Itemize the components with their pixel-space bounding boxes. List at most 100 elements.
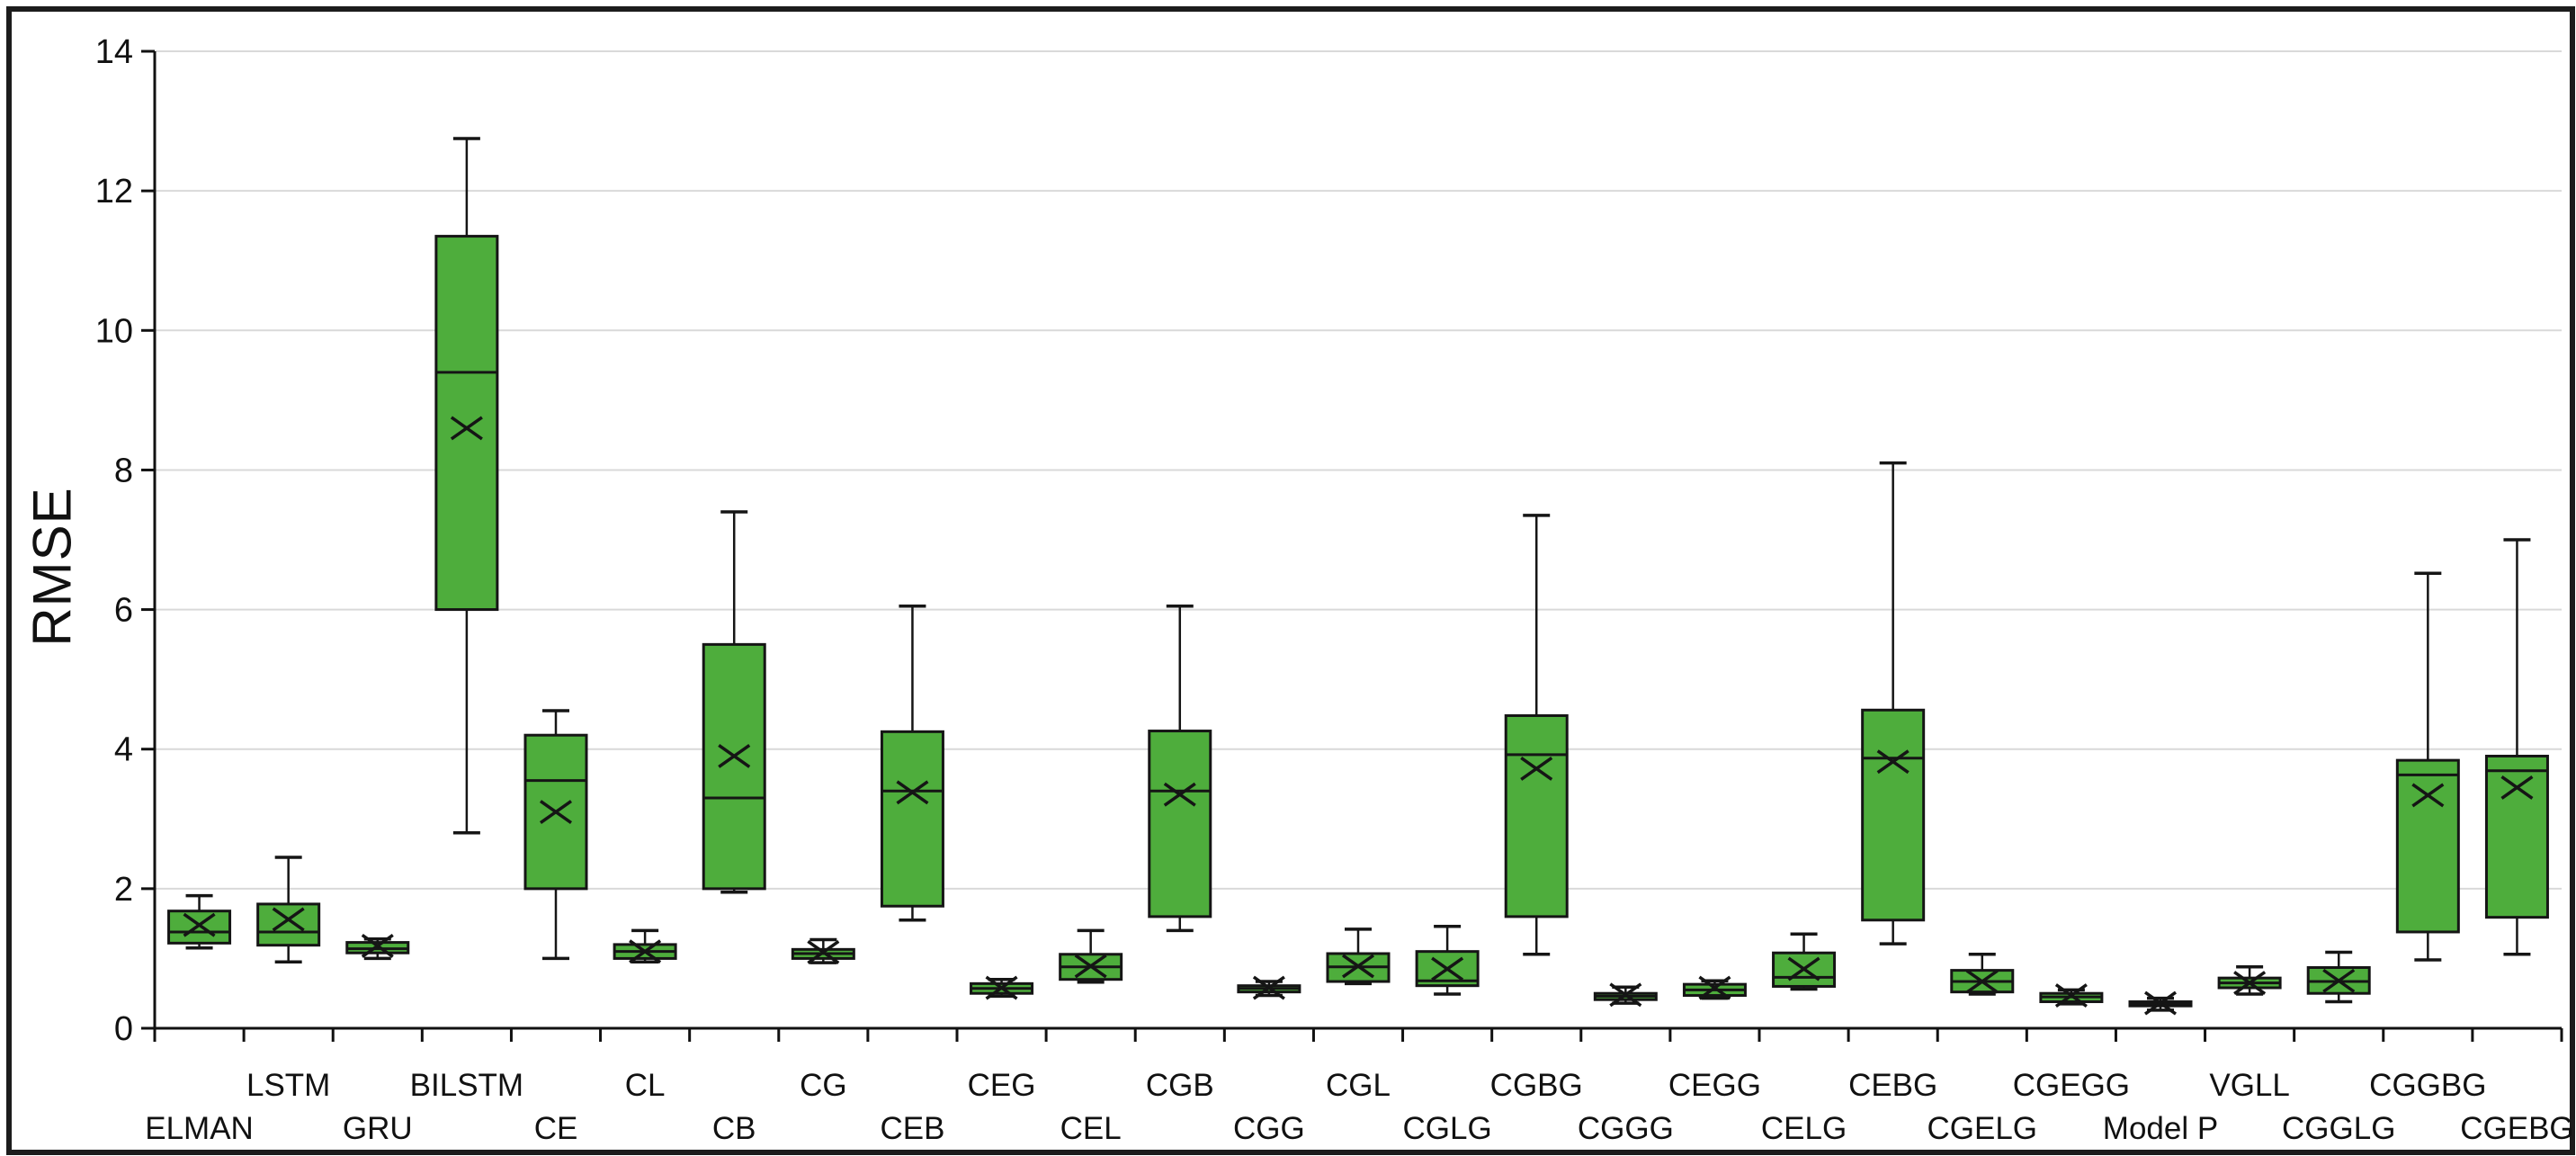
iqr-box (1861, 708, 1926, 922)
x-category-label: CGL (1326, 1068, 1391, 1103)
box-model-p (2128, 990, 2193, 1016)
box-cebg (1861, 461, 1926, 945)
iqr-box (2395, 758, 2460, 934)
box-ceb (880, 604, 944, 922)
x-category-label: CGGLG (2282, 1111, 2395, 1146)
box-ce (523, 709, 588, 961)
box-cl (613, 928, 677, 964)
box-lstm (256, 856, 321, 964)
box-cgglg (2306, 950, 2371, 1004)
iqr-box (167, 910, 232, 945)
x-category-label: Model P (2103, 1111, 2218, 1146)
box-celg (1772, 932, 1837, 991)
mean-x-marker (1163, 782, 1196, 807)
mean-x-marker (1965, 969, 1999, 994)
box-cgg (1237, 975, 1301, 1000)
mean-x-marker (272, 907, 305, 932)
mean-x-marker (1431, 956, 1464, 981)
box-cgebg (2484, 538, 2549, 956)
x-category-label: CEL (1060, 1111, 1122, 1146)
x-category-label: VGLL (2209, 1068, 2290, 1103)
figure-border (6, 6, 2575, 1155)
box-cglg (1415, 924, 1480, 996)
iqr-box (256, 902, 321, 947)
box-cggg (1593, 982, 1658, 1008)
mean-x-marker (450, 416, 483, 441)
box-vgll (2217, 964, 2282, 996)
iqr-box (434, 235, 499, 612)
x-category-label: CE (534, 1111, 578, 1146)
box-bilstm (434, 137, 499, 835)
mean-x-marker (2233, 971, 2267, 996)
mean-x-marker (1341, 954, 1375, 979)
box-cegg (1682, 975, 1747, 1000)
x-category-label: CEB (880, 1111, 944, 1146)
mean-x-marker (183, 912, 216, 937)
box-cgb (1148, 604, 1212, 933)
x-category-label: CGEBG (2460, 1111, 2573, 1146)
box-cgbg (1504, 514, 1569, 956)
box-elman (167, 893, 232, 950)
mean-x-marker (629, 939, 662, 964)
mean-x-marker (1074, 954, 1107, 979)
iqr-box (1504, 713, 1569, 919)
y-tick-label: 8 (114, 452, 133, 489)
mean-x-marker (539, 800, 573, 824)
x-category-label: CGG (1233, 1111, 1305, 1146)
box-cel (1059, 928, 1123, 984)
mean-x-marker (1252, 975, 1285, 1000)
box-cggbg (2395, 571, 2460, 962)
x-category-label: CL (625, 1068, 666, 1103)
mean-x-marker (718, 744, 751, 768)
mean-x-marker (2054, 983, 2088, 1008)
x-category-label: CGGG (1578, 1111, 1674, 1146)
iqr-box (2484, 754, 2549, 919)
box-cgl (1326, 927, 1391, 986)
x-category-label: GRU (343, 1111, 413, 1146)
x-category-label: CELG (1761, 1111, 1847, 1146)
y-tick-label: 12 (95, 173, 133, 211)
box-cg (791, 937, 855, 964)
mean-x-marker (1609, 982, 1642, 1008)
iqr-box (1148, 730, 1212, 919)
mean-x-marker (985, 975, 1018, 1000)
iqr-box (702, 642, 766, 891)
mean-x-marker (1787, 956, 1820, 981)
mean-x-marker (1876, 749, 1910, 775)
mean-x-marker (2143, 990, 2178, 1016)
mean-x-marker (361, 934, 394, 958)
x-category-label: CGB (1146, 1068, 1214, 1103)
y-tick-label: 6 (114, 592, 133, 630)
box-cb (702, 510, 766, 894)
x-category-label: LSTM (246, 1068, 330, 1103)
x-category-label: ELMAN (145, 1111, 254, 1146)
x-category-label: CGLG (1403, 1111, 1492, 1146)
y-tick-label: 0 (114, 1010, 133, 1048)
x-category-label: CGELG (1928, 1111, 2038, 1146)
x-category-label: CEG (968, 1068, 1036, 1103)
box-cgegg (2039, 983, 2104, 1008)
y-tick-label: 2 (114, 871, 133, 909)
y-tick-label: 10 (95, 312, 133, 350)
x-category-label: CGBG (1490, 1068, 1583, 1103)
mean-x-marker (2500, 775, 2534, 800)
x-category-label: CB (712, 1111, 756, 1146)
x-category-label: CGGBG (2369, 1068, 2486, 1103)
mean-x-marker (1698, 975, 1731, 1000)
y-tick-label: 14 (95, 33, 133, 71)
x-category-label: CEBG (1848, 1068, 1937, 1103)
x-category-label: CGEGG (2013, 1068, 2130, 1103)
mean-x-marker (2411, 783, 2445, 808)
mean-x-marker (807, 940, 840, 964)
x-category-label: CEGG (1668, 1068, 1761, 1103)
x-category-label: CG (800, 1068, 847, 1103)
mean-x-marker (2322, 968, 2356, 993)
box-gru (345, 934, 410, 961)
mean-x-marker (1520, 757, 1553, 781)
mean-x-marker (896, 780, 929, 805)
iqr-box (1772, 951, 1837, 988)
box-ceg (970, 975, 1034, 1000)
box-cgelg (1950, 953, 2015, 996)
